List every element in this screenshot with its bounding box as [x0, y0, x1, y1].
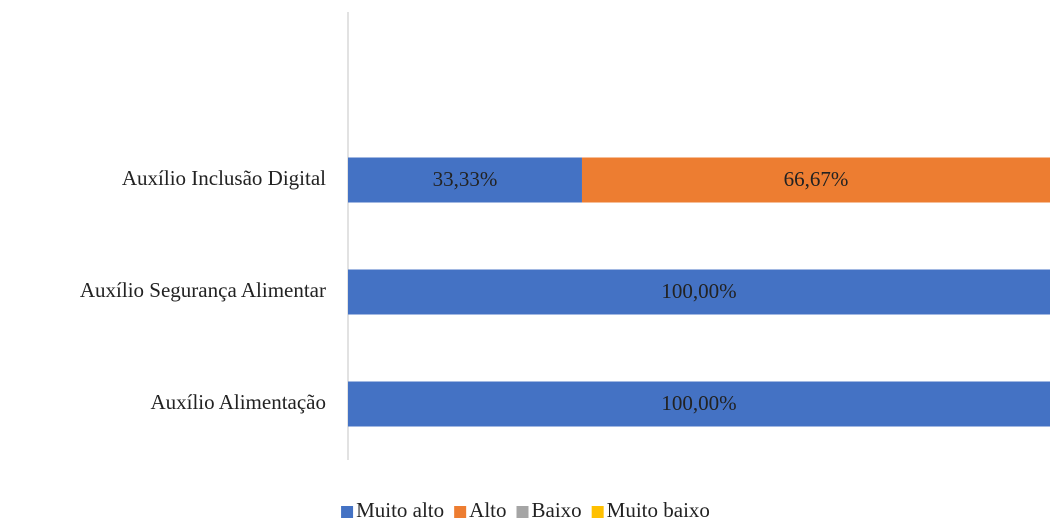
- data-label: 100,00%: [661, 279, 736, 303]
- legend-swatch: [454, 506, 467, 518]
- legend-label: Alto: [469, 498, 506, 522]
- legend-swatch: [591, 506, 604, 518]
- bar-segment: [348, 381, 1050, 427]
- bar-segment: [581, 157, 1050, 203]
- y-tick-label: Auxílio Inclusão Digital: [122, 166, 326, 190]
- legend-label: Baixo: [532, 498, 582, 522]
- legend-label: Muito baixo: [607, 498, 710, 522]
- data-label: 100,00%: [661, 391, 736, 415]
- y-tick-label: Auxílio Segurança Alimentar: [80, 278, 326, 302]
- bar-segment: [348, 269, 1050, 315]
- legend-swatch: [516, 506, 529, 518]
- bar-segment: [348, 157, 582, 203]
- data-label: 66,67%: [784, 167, 849, 191]
- legend-label: Muito alto: [356, 498, 444, 522]
- y-tick-label: Auxílio Alimentação: [150, 390, 326, 414]
- legend-swatch: [341, 506, 354, 518]
- data-label: 33,33%: [433, 167, 498, 191]
